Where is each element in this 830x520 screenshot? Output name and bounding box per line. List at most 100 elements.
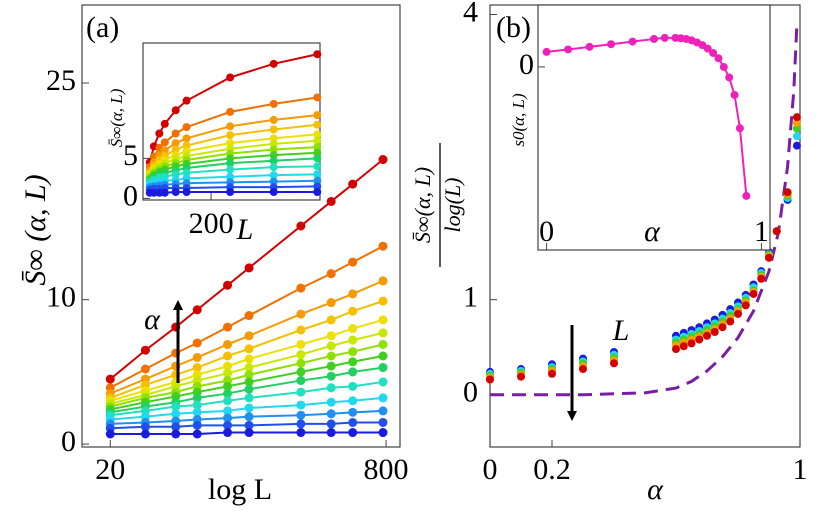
data-point [296, 221, 306, 231]
y-tick-label: 5 [123, 139, 138, 172]
data-point [749, 289, 758, 298]
data-point [378, 351, 388, 361]
y-axis-label: S̄∞(α, L) [107, 88, 126, 147]
panel-label: (b) [496, 11, 531, 44]
data-point [140, 345, 150, 355]
series-line [109, 300, 384, 399]
data-point [192, 393, 202, 403]
data-point [326, 351, 336, 361]
data-point [313, 148, 322, 157]
data-point [192, 407, 202, 417]
series-line [110, 343, 384, 408]
data-point [378, 406, 388, 416]
x-axis-label: α [647, 473, 664, 506]
data-point [672, 345, 680, 354]
data-point [226, 165, 235, 174]
data-point [726, 317, 735, 326]
series-line [110, 431, 384, 435]
data-point [792, 113, 801, 122]
data-point [269, 156, 278, 165]
data-point [244, 393, 254, 403]
data-point [296, 419, 306, 429]
data-point [326, 269, 336, 279]
data-point [171, 106, 180, 115]
data-point [326, 341, 336, 351]
data-point [223, 389, 233, 399]
data-point [140, 364, 150, 374]
data-point [223, 413, 233, 423]
data-point [269, 125, 278, 134]
data-point [313, 162, 322, 171]
data-point [517, 372, 525, 381]
data-point [326, 315, 336, 325]
y-axis-label-denominator: log(L) [440, 178, 465, 233]
data-point [313, 111, 322, 120]
data-point [348, 407, 358, 417]
data-point [192, 352, 202, 362]
data-point [269, 177, 278, 186]
data-point [171, 402, 181, 412]
data-point [687, 339, 696, 348]
y-tick-label: 0 [463, 376, 478, 409]
data-point [160, 138, 169, 147]
data-point [610, 359, 618, 368]
data-point [792, 132, 801, 141]
data-point [725, 73, 734, 82]
data-point [326, 331, 336, 341]
series-line [110, 409, 384, 425]
data-point [244, 428, 254, 438]
data-point [326, 298, 336, 308]
data-point [182, 141, 191, 150]
data-point [730, 90, 739, 99]
data-point [192, 420, 202, 430]
data-point [171, 139, 180, 148]
data-point [326, 383, 336, 393]
data-point [171, 409, 181, 419]
data-point [140, 429, 150, 439]
data-point [378, 155, 388, 165]
data-point [792, 124, 801, 133]
data-point [579, 365, 587, 374]
data-point [703, 331, 711, 340]
data-point [182, 187, 191, 196]
data-point [348, 257, 358, 267]
data-point [226, 131, 235, 140]
data-point [223, 368, 233, 378]
data-point [244, 370, 254, 380]
data-point [244, 412, 254, 422]
data-point [244, 384, 254, 394]
data-point [269, 99, 278, 108]
data-point [486, 375, 494, 384]
data-point [378, 377, 388, 387]
data-point [269, 151, 278, 160]
data-point [223, 322, 233, 332]
data-point [171, 145, 180, 154]
data-point [269, 134, 278, 143]
data-point [244, 331, 254, 341]
data-point [765, 253, 773, 262]
series-line [110, 318, 384, 402]
data-point [296, 358, 306, 368]
y-tick-label: 0 [61, 425, 76, 458]
data-point [650, 34, 658, 43]
data-point [171, 129, 180, 138]
data-point [695, 335, 704, 344]
data-point [244, 420, 254, 430]
series-line [109, 158, 384, 380]
series-line [110, 381, 384, 417]
data-point [313, 120, 322, 129]
data-point [348, 289, 358, 299]
data-point [313, 187, 322, 196]
data-point [348, 367, 358, 377]
data-point [223, 339, 233, 349]
data-point [313, 130, 322, 139]
data-point [182, 134, 191, 143]
data-point [105, 374, 115, 384]
y-axis-label: s0(α, L) [509, 93, 528, 147]
data-point [296, 339, 306, 349]
data-point [226, 139, 235, 148]
data-point [171, 422, 181, 432]
data-point [244, 311, 254, 321]
data-point [160, 188, 169, 197]
reference-curve [490, 23, 799, 397]
